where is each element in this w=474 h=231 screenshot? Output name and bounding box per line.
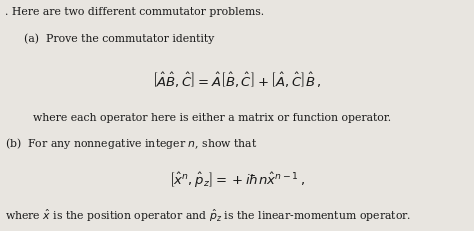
Text: $\left[\hat{A}\hat{B},\hat{C}\right] = \hat{A}\left[\hat{B},\hat{C}\right] + \le: $\left[\hat{A}\hat{B},\hat{C}\right] = \… bbox=[153, 70, 321, 90]
Text: . Here are two different commutator problems.: . Here are two different commutator prob… bbox=[5, 7, 264, 17]
Text: (b)  For any nonnegative integer $n$, show that: (b) For any nonnegative integer $n$, sho… bbox=[5, 135, 257, 150]
Text: where $\hat{x}$ is the position operator and $\hat{p}_z$ is the linear-momentum : where $\hat{x}$ is the position operator… bbox=[5, 207, 411, 223]
Text: (a)  Prove the commutator identity: (a) Prove the commutator identity bbox=[24, 33, 214, 44]
Text: where each operator here is either a matrix or function operator.: where each operator here is either a mat… bbox=[33, 112, 392, 122]
Text: $\left[\hat{x}^{n},\hat{p}_z\right] = +i\hbar n\hat{x}^{n-1}\,,$: $\left[\hat{x}^{n},\hat{p}_z\right] = +i… bbox=[169, 170, 305, 189]
